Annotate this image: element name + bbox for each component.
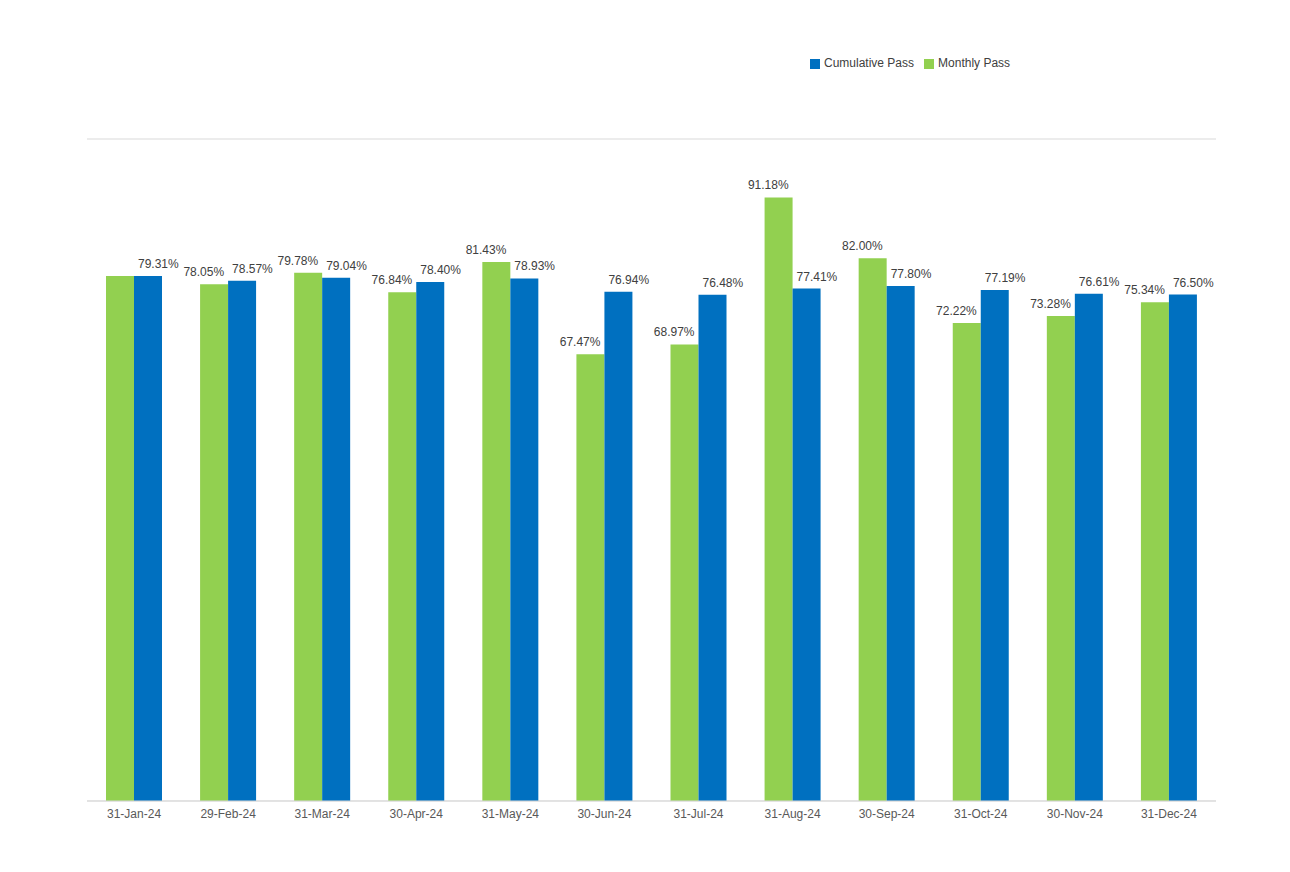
- svg-text:68.97%: 68.97%: [654, 325, 695, 339]
- svg-text:76.48%: 76.48%: [703, 276, 744, 290]
- svg-text:76.94%: 76.94%: [608, 273, 649, 287]
- svg-text:31-May-24: 31-May-24: [482, 807, 540, 821]
- svg-text:67.47%: 67.47%: [560, 335, 601, 349]
- svg-text:91.18%: 91.18%: [748, 178, 789, 192]
- svg-text:31-Mar-24: 31-Mar-24: [295, 807, 351, 821]
- svg-text:76.61%: 76.61%: [1079, 275, 1120, 289]
- html-text:Monthly Pass: Monthly Pass: [938, 56, 1011, 70]
- svg-text:30-Apr-24: 30-Apr-24: [390, 807, 444, 821]
- svg-text:72.22%: 72.22%: [936, 304, 977, 318]
- svg-text:78.93%: 78.93%: [514, 259, 555, 273]
- svg-text:31-Aug-24: 31-Aug-24: [765, 807, 821, 821]
- svg-text:31-Jan-24: 31-Jan-24: [107, 807, 161, 821]
- svg-text:77.80%: 77.80%: [891, 267, 932, 281]
- svg-text:29-Feb-24: 29-Feb-24: [200, 807, 256, 821]
- svg-text:79.31%: 79.31%: [138, 257, 179, 271]
- svg-text:30-Nov-24: 30-Nov-24: [1047, 807, 1103, 821]
- svg-text:79.04%: 79.04%: [326, 259, 367, 273]
- svg-text:81.43%: 81.43%: [466, 243, 507, 257]
- svg-text:78.57%: 78.57%: [232, 262, 273, 276]
- svg-text:78.05%: 78.05%: [183, 265, 224, 279]
- svg-text:77.41%: 77.41%: [797, 270, 838, 284]
- svg-text:31-Oct-24: 31-Oct-24: [954, 807, 1008, 821]
- svg-text:31-Dec-24: 31-Dec-24: [1141, 807, 1197, 821]
- svg-text:31-Jul-24: 31-Jul-24: [674, 807, 724, 821]
- svg-text:78.40%: 78.40%: [420, 263, 461, 277]
- html-text:Cumulative Pass: Cumulative Pass: [824, 56, 914, 70]
- svg-text:77.19%: 77.19%: [985, 271, 1026, 285]
- svg-text:76.84%: 76.84%: [372, 273, 413, 287]
- svg-text:30-Jun-24: 30-Jun-24: [577, 807, 631, 821]
- svg-text:79.78%: 79.78%: [277, 254, 318, 268]
- svg-text:73.28%: 73.28%: [1030, 297, 1071, 311]
- svg-text:82.00%: 82.00%: [842, 239, 883, 253]
- svg-text:76.50%: 76.50%: [1173, 276, 1214, 290]
- svg-text:75.34%: 75.34%: [1124, 283, 1165, 297]
- svg-text:30-Sep-24: 30-Sep-24: [859, 807, 915, 821]
